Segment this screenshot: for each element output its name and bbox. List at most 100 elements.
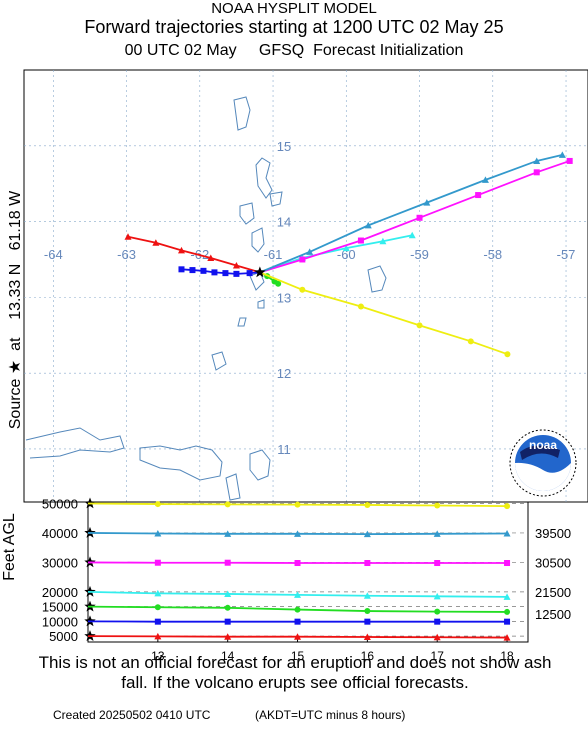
point-marker: [504, 560, 511, 567]
time-tick-label: 18: [500, 649, 514, 663]
point-marker: [503, 530, 511, 537]
model-title: NOAA HYSPLIT MODEL: [211, 0, 377, 17]
point-marker: [504, 503, 511, 510]
point-marker: [222, 270, 229, 277]
height-series-line: [87, 604, 511, 615]
time-tick-label: 15: [291, 649, 305, 663]
point-marker: [434, 618, 441, 625]
point-marker: [433, 633, 441, 641]
longitude-tick-label: -57: [557, 247, 576, 262]
point-marker: [504, 351, 511, 358]
point-marker: [154, 501, 161, 508]
longitude-tick-label: -64: [44, 247, 63, 262]
point-marker: [207, 254, 215, 261]
point-marker: [364, 221, 372, 229]
longitude-tick-label: -61: [264, 247, 283, 262]
point-marker: [154, 618, 161, 625]
time-tick-label: 16: [361, 649, 375, 663]
point-marker: [416, 214, 423, 221]
point-marker: [189, 267, 196, 274]
point-marker: [434, 502, 441, 509]
time-tick-label: 14: [221, 649, 235, 663]
point-marker: [294, 530, 302, 537]
island-outline: [237, 317, 247, 327]
island-outline: [257, 299, 265, 309]
point-marker: [481, 176, 489, 183]
height-series-line: [87, 559, 511, 567]
point-marker: [178, 266, 185, 273]
point-marker: [233, 270, 240, 277]
noaa-logo-text: noaa: [529, 438, 557, 452]
point-marker: [200, 267, 207, 274]
latitude-tick-label: 15: [277, 139, 291, 154]
longitude-tick-label: -60: [337, 247, 356, 262]
point-marker: [433, 530, 441, 537]
point-marker: [224, 590, 232, 597]
point-marker: [434, 608, 441, 615]
point-marker: [224, 501, 231, 508]
island-outline: [269, 191, 283, 207]
point-marker: [423, 199, 431, 206]
point-marker: [299, 286, 306, 293]
point-marker: [294, 606, 301, 613]
point-marker: [294, 560, 301, 567]
created-timestamp: Created 20250502 0410 UTC: [53, 708, 211, 722]
height-tick-label: 50000: [42, 496, 78, 511]
point-marker: [364, 608, 371, 615]
point-marker: [294, 501, 301, 508]
latitude-tick-label: 13: [277, 290, 291, 305]
point-marker: [154, 530, 162, 537]
trajectory-series: [259, 157, 573, 274]
trajectory-series: [178, 266, 260, 277]
point-marker: [224, 604, 231, 611]
point-marker: [357, 237, 364, 244]
point-marker: [363, 592, 371, 599]
point-marker: [306, 248, 314, 255]
point-marker: [224, 618, 231, 625]
point-marker: [224, 559, 231, 566]
trajectory-series: [259, 151, 566, 274]
point-marker: [124, 233, 132, 240]
island-outline: [251, 227, 265, 253]
trajectory-line: [127, 235, 261, 274]
height-right-label: 21500: [535, 585, 571, 600]
noaa-logo: noaa: [509, 429, 577, 497]
height-tick-label: 30000: [42, 555, 78, 570]
map-panel: [23, 69, 588, 503]
time-tick-label: 17: [431, 649, 445, 663]
point-marker: [364, 501, 371, 508]
point-marker: [503, 593, 511, 600]
height-tick-label: 15000: [42, 600, 78, 615]
island-outline: [25, 427, 125, 459]
height-series-line: [87, 589, 511, 600]
latitude-tick-label: 14: [277, 215, 291, 230]
point-marker: [232, 262, 240, 269]
chart-title: Forward trajectories starting at 1200 UT…: [84, 17, 504, 37]
source-location-label: Source ★ at 13.33 N 61.18 W: [7, 190, 24, 430]
longitude-tick-label: -59: [410, 247, 429, 262]
height-series-line: [87, 618, 511, 625]
point-marker: [246, 270, 253, 277]
trajectory-series: [124, 233, 261, 274]
trajectory-series: [259, 271, 511, 358]
height-series: [87, 501, 511, 641]
point-marker: [475, 192, 482, 199]
height-tick-label: 5000: [49, 629, 78, 644]
island-outline: [233, 96, 251, 131]
height-right-label: 30500: [535, 555, 571, 570]
point-marker: [533, 169, 540, 176]
longitude-tick-label: -63: [117, 247, 136, 262]
point-marker: [154, 604, 161, 611]
map-graticule: [24, 70, 588, 502]
point-marker: [467, 338, 474, 345]
point-marker: [224, 530, 232, 537]
timezone-note: (AKDT=UTC minus 8 hours): [255, 708, 406, 722]
height-series-line: [87, 632, 511, 641]
point-marker: [558, 151, 566, 158]
height-panel: [87, 501, 529, 643]
point-marker: [294, 591, 302, 598]
height-tick-label: 10000: [42, 614, 78, 629]
point-marker: [408, 231, 416, 239]
